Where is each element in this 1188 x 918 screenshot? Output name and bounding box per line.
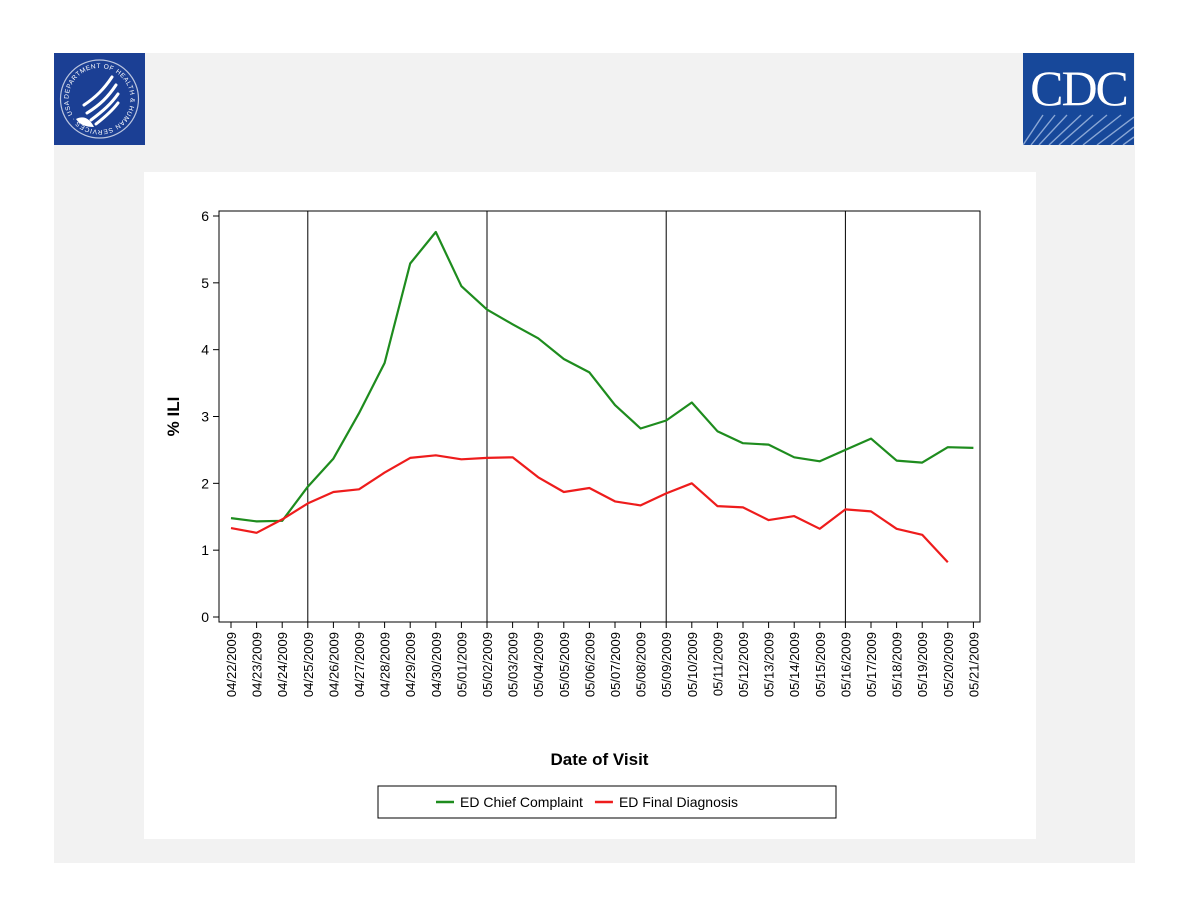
x-tick-label: 05/20/2009 <box>941 632 956 697</box>
x-tick-label: 04/26/2009 <box>326 632 341 697</box>
y-tick-label: 2 <box>201 475 209 491</box>
y-tick-label: 3 <box>201 409 209 425</box>
y-tick-label: 6 <box>201 208 209 224</box>
x-tick-label: 05/04/2009 <box>531 632 546 697</box>
x-tick-label: 05/08/2009 <box>634 632 649 697</box>
x-tick-label: 04/22/2009 <box>224 632 239 697</box>
x-tick-label: 04/24/2009 <box>275 632 290 697</box>
x-tick-label: 05/07/2009 <box>608 632 623 697</box>
x-tick-label: 05/06/2009 <box>582 632 597 697</box>
x-tick-label: 05/05/2009 <box>557 632 572 697</box>
y-axis-label: % ILI <box>164 397 183 437</box>
y-axis: 0 1 2 3 4 5 6 <box>201 208 219 625</box>
hhs-ring-text: DEPARTMENT OF HEALTH & HUMAN SERVICES · … <box>63 63 135 135</box>
x-axis: 04/22/2009 04/23/2009 04/24/2009 04/25/2009… <box>224 622 981 697</box>
x-tick-label: 04/28/2009 <box>378 632 393 697</box>
x-tick-label: 05/18/2009 <box>890 632 905 697</box>
plot-frame <box>218 210 981 623</box>
x-tick-label: 05/11/2009 <box>710 632 725 696</box>
x-tick-label: 05/21/2009 <box>966 632 981 697</box>
hhs-seal-icon: DEPARTMENT OF HEALTH & HUMAN SERVICES · … <box>59 59 140 139</box>
x-tick-label: 05/14/2009 <box>787 632 802 697</box>
x-tick-label: 05/01/2009 <box>454 632 469 697</box>
y-tick-label: 4 <box>201 342 209 358</box>
y-tick-label: 0 <box>201 609 209 625</box>
x-tick-label: 04/27/2009 <box>352 632 367 697</box>
x-tick-label: 05/12/2009 <box>736 632 751 697</box>
legend: ED Chief Complaint ED Final Diagnosis <box>377 785 837 819</box>
x-tick-label: 05/16/2009 <box>838 632 853 697</box>
x-axis-label: Date of Visit <box>551 750 649 769</box>
cdc-rays-icon <box>1023 114 1134 145</box>
cdc-logo: CDC <box>1023 53 1134 145</box>
x-tick-label: 05/19/2009 <box>915 632 930 697</box>
y-tick-label: 5 <box>201 275 209 291</box>
legend-label: ED Chief Complaint <box>460 794 583 810</box>
x-tick-label: 04/25/2009 <box>301 632 316 697</box>
x-tick-label: 04/30/2009 <box>429 632 444 697</box>
cdc-logo-text: CDC <box>1030 60 1129 116</box>
x-tick-label: 04/23/2009 <box>250 632 265 697</box>
x-tick-label: 05/13/2009 <box>762 632 777 697</box>
y-tick-label: 1 <box>201 542 209 558</box>
x-tick-label: 05/15/2009 <box>813 632 828 697</box>
legend-label: ED Final Diagnosis <box>619 794 738 810</box>
series-lines <box>230 230 974 563</box>
reference-lines <box>307 211 846 622</box>
series-line-ed-final-diagnosis <box>230 454 949 563</box>
x-tick-label: 05/10/2009 <box>685 632 700 697</box>
x-tick-label: 05/02/2009 <box>480 632 495 697</box>
series-line-ed-chief-complaint <box>230 230 974 523</box>
svg-text:DEPARTMENT OF HEALTH & HUMAN S: DEPARTMENT OF HEALTH & HUMAN SERVICES · … <box>63 63 135 135</box>
hhs-logo: DEPARTMENT OF HEALTH & HUMAN SERVICES · … <box>54 53 145 145</box>
x-tick-label: 05/03/2009 <box>506 632 521 697</box>
x-tick-label: 04/29/2009 <box>403 632 418 697</box>
x-tick-label: 05/17/2009 <box>864 632 879 697</box>
x-tick-label: 05/09/2009 <box>659 632 674 697</box>
